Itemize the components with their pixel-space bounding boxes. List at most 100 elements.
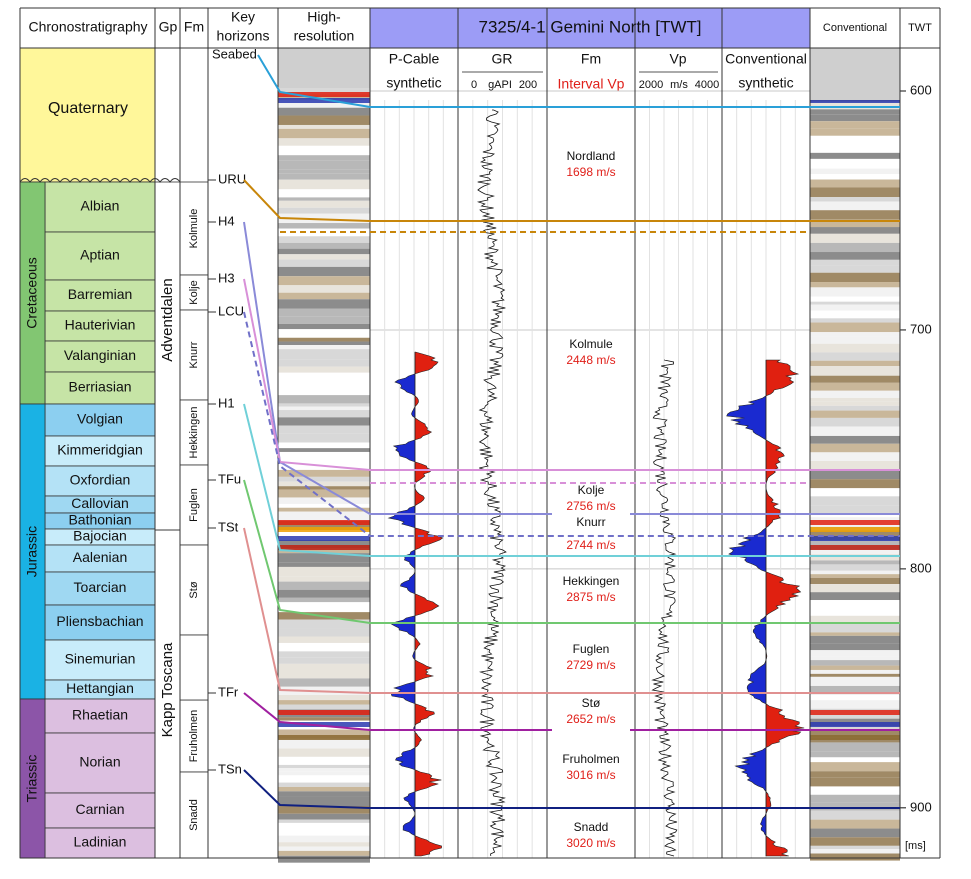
seismic-band bbox=[810, 179, 900, 188]
main-header-bg bbox=[370, 8, 810, 48]
seismic-band bbox=[810, 607, 900, 616]
formation-label: Hekkingen bbox=[188, 407, 200, 459]
header-text: 2000 bbox=[639, 79, 663, 91]
seismic-band bbox=[278, 764, 370, 769]
seismic-band bbox=[278, 410, 370, 418]
interval-name: Fruholmen bbox=[562, 752, 619, 766]
seismic-band bbox=[278, 197, 370, 201]
interval-vp: 3016 m/s bbox=[566, 768, 615, 782]
formation-box bbox=[179, 309, 209, 401]
twt-tick-label: 900 bbox=[910, 799, 932, 814]
seismic-band bbox=[278, 248, 370, 255]
seismic-band bbox=[278, 481, 370, 487]
seismic-band bbox=[810, 488, 900, 497]
unconformity bbox=[19, 178, 181, 183]
header-text: TWT bbox=[908, 22, 932, 34]
seismic-band bbox=[278, 349, 370, 360]
seismic-band bbox=[810, 786, 900, 795]
header-text: 200 bbox=[519, 79, 537, 91]
header-text: synthetic bbox=[738, 75, 793, 91]
seismic-band bbox=[810, 751, 900, 758]
horizon-label: H1 bbox=[218, 395, 235, 410]
group-label: Adventdalen bbox=[159, 278, 176, 361]
label-bg bbox=[552, 341, 630, 373]
seismic-band bbox=[278, 835, 370, 843]
seismic-band bbox=[810, 853, 900, 861]
stage-label: Berriasian bbox=[68, 379, 131, 395]
header-text: Conventional bbox=[823, 22, 887, 34]
seismic-band bbox=[810, 615, 900, 624]
seismic-band bbox=[810, 174, 900, 180]
formation-label: Kolmule bbox=[188, 209, 200, 249]
seismic-band bbox=[278, 700, 370, 705]
seismic-band bbox=[278, 678, 370, 687]
seismic-band bbox=[810, 757, 900, 763]
seismic-band bbox=[810, 656, 900, 661]
seismic-band bbox=[278, 376, 370, 386]
seismic-band bbox=[278, 99, 370, 108]
stage-box bbox=[44, 279, 156, 312]
seismic-band bbox=[810, 452, 900, 461]
interval-name: Nordland bbox=[567, 149, 616, 163]
seismic-band bbox=[278, 366, 370, 373]
seismic-band bbox=[278, 329, 370, 338]
seismic-band bbox=[278, 160, 370, 170]
seismic-band bbox=[278, 169, 370, 174]
diagram-layer: Chronostratigraphy Gp Fm Key horizons High-re… bbox=[19, 7, 941, 859]
interval-vp: 2756 m/s bbox=[566, 499, 615, 513]
seismic-band bbox=[810, 479, 900, 489]
formation-label: Snadd bbox=[188, 799, 200, 831]
seismic-band bbox=[810, 726, 900, 730]
seismic-band bbox=[278, 489, 370, 498]
horizon-label: TSt bbox=[218, 519, 239, 534]
stage-box bbox=[44, 639, 156, 681]
seismic-band bbox=[810, 197, 900, 202]
seismic-band bbox=[278, 597, 370, 603]
seismic-band bbox=[278, 385, 370, 396]
seismic-band bbox=[278, 189, 370, 198]
seismic-band bbox=[810, 168, 900, 175]
trace-fill-neg bbox=[388, 352, 415, 856]
seismic-band bbox=[278, 831, 370, 836]
seismic-band bbox=[278, 179, 370, 190]
seismic-band bbox=[810, 737, 900, 743]
seismic-band bbox=[810, 265, 900, 273]
seismic-band bbox=[278, 155, 370, 161]
seismic-band bbox=[810, 592, 900, 601]
seismic-band bbox=[278, 511, 370, 521]
twt-tick-label: 600 bbox=[910, 82, 932, 97]
seismic-band bbox=[810, 794, 900, 803]
seismic-band bbox=[278, 395, 370, 404]
stage-label: Callovian bbox=[71, 495, 129, 511]
seismic-band bbox=[810, 600, 900, 608]
interval-name: Kolje bbox=[578, 483, 605, 497]
seismic-band bbox=[810, 669, 900, 674]
seismic-band bbox=[278, 124, 370, 129]
seismic-band bbox=[278, 540, 370, 549]
formation-label: Kolje bbox=[188, 280, 200, 304]
header-text: Fm bbox=[184, 19, 204, 35]
horizon-line bbox=[243, 278, 900, 471]
seismic-band bbox=[278, 359, 370, 367]
stage-box bbox=[44, 371, 156, 405]
trace-line bbox=[387, 351, 444, 857]
seismic-band bbox=[278, 791, 370, 797]
header-text: Conventional bbox=[725, 51, 807, 67]
stage-label: Hauterivian bbox=[65, 317, 136, 333]
seismic-band bbox=[278, 266, 370, 277]
seismic-band bbox=[278, 425, 370, 434]
seismic-band bbox=[278, 642, 370, 652]
period-box bbox=[19, 181, 46, 405]
seismic-reflector bbox=[278, 710, 370, 715]
horizon-label: LCU bbox=[218, 303, 244, 318]
seismic-band bbox=[810, 685, 900, 695]
seismic-band bbox=[810, 187, 900, 198]
period-label: Triassic bbox=[24, 755, 40, 803]
seismic-band bbox=[278, 200, 370, 208]
seismic-band bbox=[278, 796, 370, 807]
label-bg bbox=[552, 153, 630, 185]
interval-vp: 1698 m/s bbox=[566, 165, 615, 179]
label-bg bbox=[552, 756, 630, 788]
seismic-band bbox=[278, 465, 370, 470]
horizon-label: TFu bbox=[218, 471, 241, 486]
